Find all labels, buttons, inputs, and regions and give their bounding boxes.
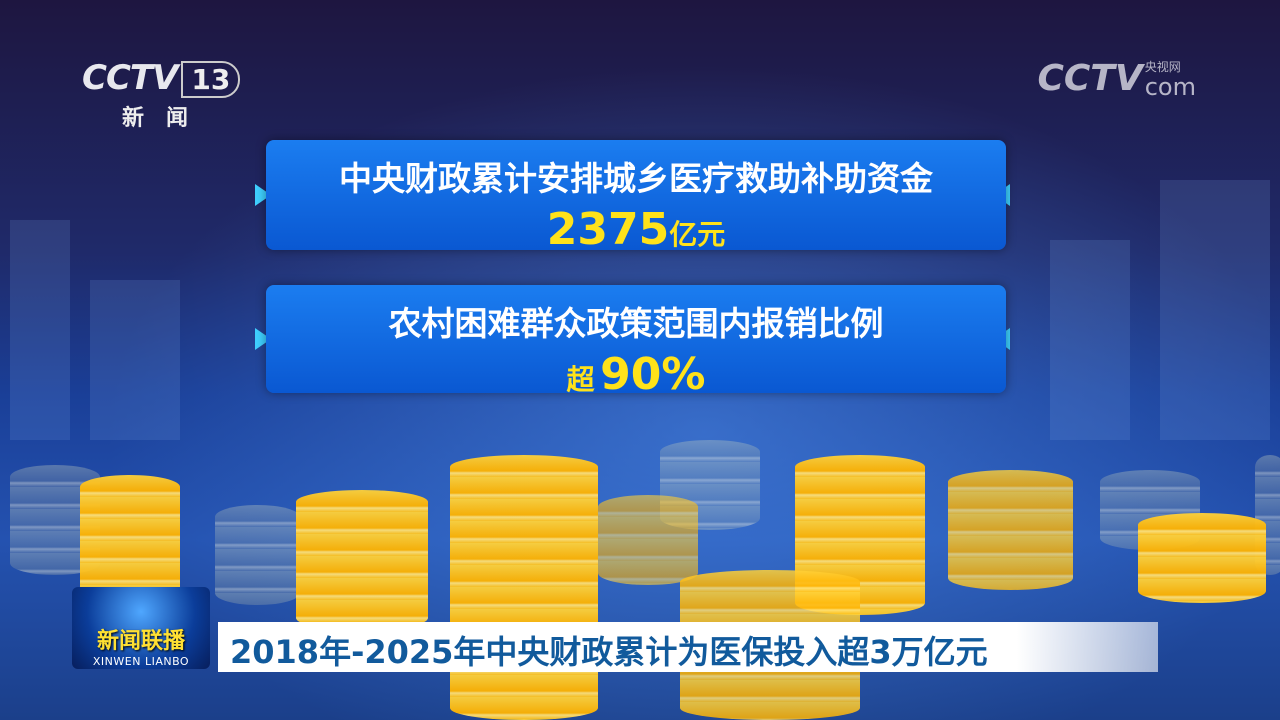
badge-en: XINWEN LIANBO xyxy=(92,655,190,668)
coin-stack xyxy=(598,495,698,585)
panel-title: 农村困难群众政策范围内报销比例 xyxy=(388,304,884,343)
stat-panel-medical-aid: 中央财政累计安排城乡医疗救助补助资金 2375亿元 xyxy=(266,140,1006,255)
badge-cn: 新闻联播 xyxy=(96,629,185,654)
panel-unit: 亿元 xyxy=(669,218,726,251)
watermark-cn: 央视网 xyxy=(1144,60,1181,74)
news-headline: 2018年-2025年中央财政累计为医保投入超3万亿元 xyxy=(218,622,1158,672)
watermark-brand: CCTV xyxy=(1037,58,1143,99)
logo-number: 13 xyxy=(181,61,241,98)
channel-logo: CCTV 13 新闻 xyxy=(82,58,241,132)
stat-panel-reimbursement: 农村困难群众政策范围内报销比例 超 90% xyxy=(266,285,1006,400)
skyline-building xyxy=(10,220,70,440)
panel-value: 2375 xyxy=(546,204,670,255)
coin-stack xyxy=(948,470,1073,590)
coin-stack xyxy=(215,505,300,605)
panel-title: 中央财政累计安排城乡医疗救助补助资金 xyxy=(339,159,933,198)
panel-prefix: 超 xyxy=(566,363,595,396)
skyline-building xyxy=(1050,240,1130,440)
watermark-suffix: com xyxy=(1144,73,1196,101)
program-badge: 新闻联播 XINWEN LIANBO xyxy=(72,587,210,669)
skyline-building xyxy=(90,280,180,440)
skyline-building xyxy=(1160,180,1270,440)
coin-stack xyxy=(296,490,428,630)
coin-stack xyxy=(450,455,598,720)
logo-brand: CCTV xyxy=(82,58,178,98)
cctv-com-watermark: CCTV 央视网 com xyxy=(1037,58,1196,99)
panel-value: 90% xyxy=(600,349,706,400)
coin-stack xyxy=(1138,513,1266,603)
logo-name: 新闻 xyxy=(122,106,211,131)
